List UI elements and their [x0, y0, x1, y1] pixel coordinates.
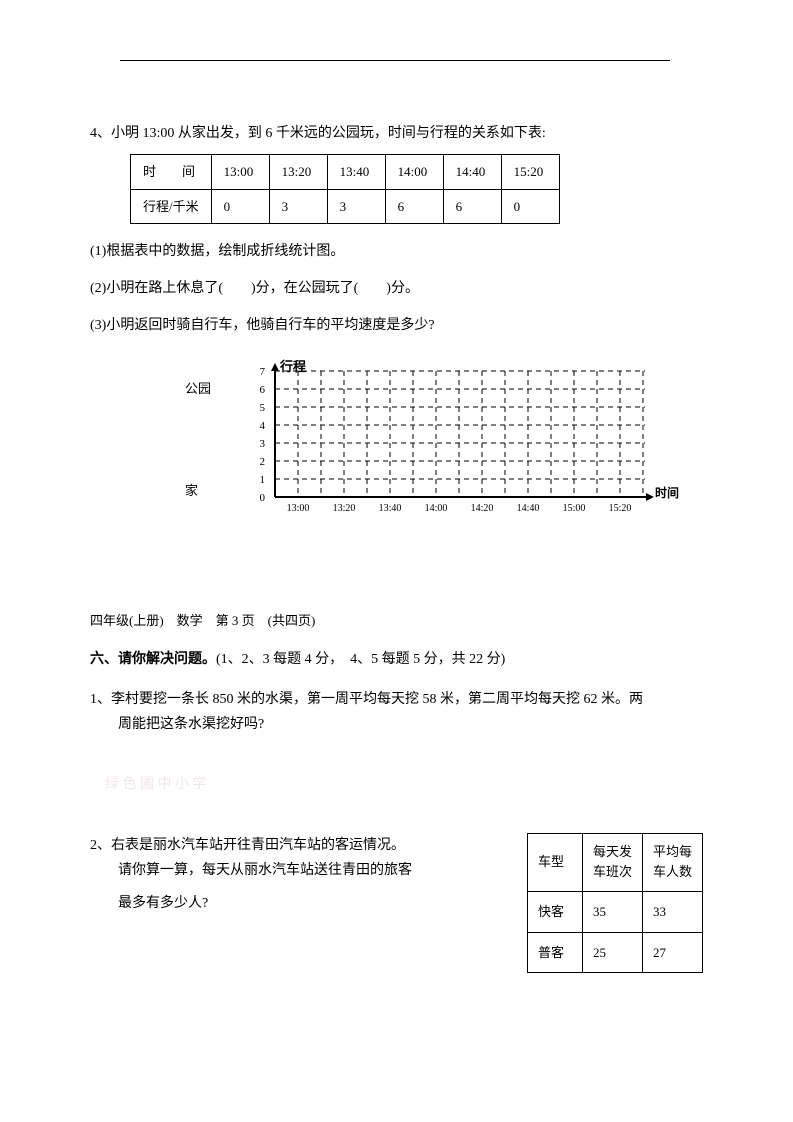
svg-text:15:20: 15:20	[609, 503, 632, 514]
header-rule	[120, 60, 670, 61]
table-row: 行程/千米 0 3 3 6 6 0	[131, 189, 560, 223]
svg-text:0: 0	[260, 492, 266, 504]
q2-line1: 2、右表是丽水汽车站开往青田汽车站的客运情况。	[90, 833, 507, 858]
q4-sub3: (3)小明返回时骑自行车，他骑自行车的平均速度是多少?	[90, 313, 703, 338]
question-1: 1、李村要挖一条长 850 米的水渠，第一周平均每天挖 58 米，第二周平均每天…	[90, 687, 703, 737]
table-cell: 快客	[527, 892, 582, 932]
q4-text: 4、小明 13:00 从家出发，到 6 千米远的公园玩，时间与行程的关系如下表:	[90, 121, 703, 146]
section-6-heading: 六、请你解决问题。	[90, 652, 216, 667]
table-row: 普客 25 27	[527, 932, 702, 972]
svg-text:13:20: 13:20	[333, 503, 356, 514]
x-arrow-icon	[646, 493, 654, 501]
q4-sub1: (1)根据表中的数据，绘制成折线统计图。	[90, 239, 703, 264]
svg-text:13:40: 13:40	[379, 503, 402, 514]
table-cell: 15:20	[501, 155, 559, 189]
section-6-scoring: (1、2、3 每题 4 分， 4、5 每题 5 分，共 22 分)	[216, 652, 505, 667]
svg-text:14:00: 14:00	[425, 503, 448, 514]
v-gridlines	[298, 371, 643, 497]
chart-label-park: 公园	[185, 377, 211, 400]
table-row: 车型 每天发 车班次 平均每 车人数	[527, 833, 702, 892]
q1-line2: 周能把这条水渠挖好吗?	[118, 712, 703, 737]
svg-text:3: 3	[260, 438, 266, 450]
svg-text:2: 2	[260, 456, 266, 468]
table-cell: 普客	[527, 932, 582, 972]
svg-text:14:20: 14:20	[471, 503, 494, 514]
q1-line1: 1、李村要挖一条长 850 米的水渠，第一周平均每天挖 58 米，第二周平均每天…	[90, 687, 703, 712]
y-axis-title: 行程	[279, 359, 306, 374]
chart-svg: 行程 时间	[250, 359, 690, 529]
table-cell: 0	[501, 189, 559, 223]
q1-prefix: 1、	[90, 692, 111, 707]
q4-prefix: 4、	[90, 126, 111, 141]
q2-prefix: 2、	[90, 838, 111, 853]
svg-text:4: 4	[260, 420, 266, 432]
y-tick-labels: 0 1 2 3 4 5 6 7	[260, 366, 266, 504]
line-chart: 公园 家 行程 时间	[250, 359, 700, 529]
table-cell: 35	[582, 892, 642, 932]
y-arrow-icon	[271, 363, 279, 371]
svg-text:7: 7	[260, 366, 266, 378]
h-gridlines	[275, 371, 645, 479]
q4-sub2: (2)小明在路上休息了( )分，在公园玩了( )分。	[90, 276, 703, 301]
table-header: 每天发 车班次	[582, 833, 642, 892]
q2-line3: 最多有多少人?	[118, 891, 507, 916]
table-cell: 14:40	[443, 155, 501, 189]
table-row: 快客 35 33	[527, 892, 702, 932]
table-cell: 14:00	[385, 155, 443, 189]
table-cell: 6	[385, 189, 443, 223]
svg-text:15:00: 15:00	[563, 503, 586, 514]
q4-statement: 小明 13:00 从家出发，到 6 千米远的公园玩，时间与行程的关系如下表:	[111, 126, 546, 141]
svg-text:13:00: 13:00	[287, 503, 310, 514]
table-cell: 时 间	[131, 155, 212, 189]
table-cell: 13:20	[269, 155, 327, 189]
table-cell: 3	[269, 189, 327, 223]
svg-text:6: 6	[260, 384, 266, 396]
time-distance-table: 时 间 13:00 13:20 13:40 14:00 14:40 15:20 …	[130, 154, 560, 224]
table-cell: 行程/千米	[131, 189, 212, 223]
x-axis-title: 时间	[655, 485, 679, 500]
table-header: 车型	[527, 833, 582, 892]
watermark-text: 绿 色 圃 中 小 学	[105, 772, 703, 797]
table-cell: 0	[211, 189, 269, 223]
table-cell: 27	[642, 932, 702, 972]
section-6-title: 六、请你解决问题。(1、2、3 每题 4 分， 4、5 每题 5 分，共 22 …	[90, 647, 703, 672]
table-cell: 6	[443, 189, 501, 223]
svg-text:14:40: 14:40	[517, 503, 540, 514]
q2-text-block: 2、右表是丽水汽车站开往青田汽车站的客运情况。 请你算一算，每天从丽水汽车站送往…	[90, 833, 527, 925]
page-info: 四年级(上册) 数学 第 3 页 (共四页)	[90, 609, 703, 632]
bus-schedule-table: 车型 每天发 车班次 平均每 车人数 快客 35 33 普客 25 27	[527, 833, 703, 973]
q2-line2: 请你算一算，每天从丽水汽车站送往青田的旅客	[118, 858, 507, 883]
table-cell: 33	[642, 892, 702, 932]
table-cell: 3	[327, 189, 385, 223]
table-cell: 13:40	[327, 155, 385, 189]
chart-label-home: 家	[185, 479, 198, 502]
x-tick-labels: 13:00 13:20 13:40 14:00 14:20 14:40 15:0…	[287, 503, 632, 514]
table-header: 平均每 车人数	[642, 833, 702, 892]
question-4: 4、小明 13:00 从家出发，到 6 千米远的公园玩，时间与行程的关系如下表:…	[90, 121, 703, 529]
table-row: 时 间 13:00 13:20 13:40 14:00 14:40 15:20	[131, 155, 560, 189]
q2-text1: 右表是丽水汽车站开往青田汽车站的客运情况。	[111, 838, 405, 853]
q1-text1: 李村要挖一条长 850 米的水渠，第一周平均每天挖 58 米，第二周平均每天挖 …	[111, 692, 643, 707]
question-2: 2、右表是丽水汽车站开往青田汽车站的客运情况。 请你算一算，每天从丽水汽车站送往…	[90, 833, 703, 973]
svg-text:5: 5	[260, 402, 266, 414]
svg-text:1: 1	[260, 474, 266, 486]
table-cell: 13:00	[211, 155, 269, 189]
table-cell: 25	[582, 932, 642, 972]
